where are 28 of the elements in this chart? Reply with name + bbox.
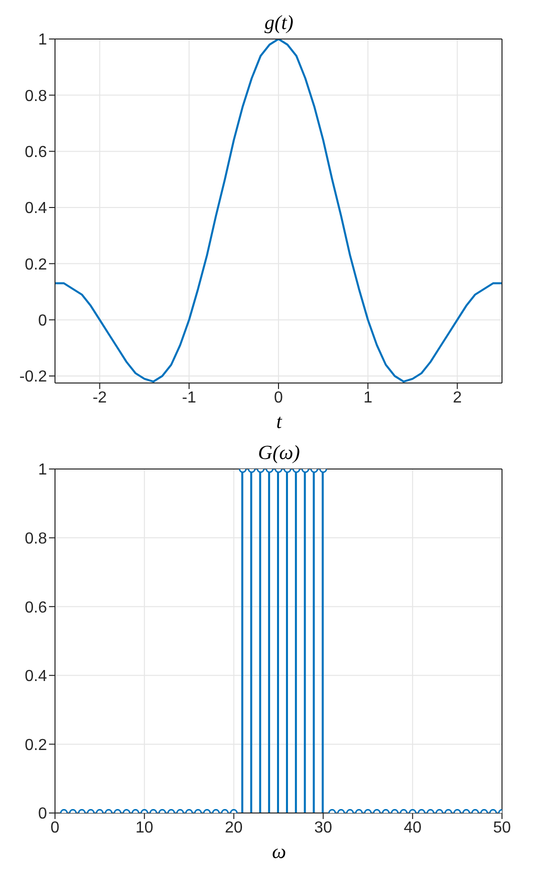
x-tick-label: 30 bbox=[314, 819, 332, 836]
y-tick-label: -0.2 bbox=[19, 368, 48, 386]
x-tick-label: 50 bbox=[493, 819, 511, 836]
x-tick-label: 0 bbox=[274, 389, 284, 406]
y-tick-label: 0 bbox=[38, 806, 48, 823]
y-tick-label: 1 bbox=[38, 462, 48, 479]
x-tick-label: 10 bbox=[136, 819, 154, 836]
y-tick-label: 0.6 bbox=[24, 599, 48, 616]
y-tick-label: 0.2 bbox=[24, 256, 48, 274]
y-tick-label: 0 bbox=[38, 312, 48, 330]
x-tick-label: 40 bbox=[404, 819, 422, 836]
y-tick-label: 1 bbox=[38, 32, 48, 49]
x-tick-label: 1 bbox=[363, 389, 372, 406]
x-axis-title: ω bbox=[270, 841, 288, 864]
x-tick-label: 0 bbox=[50, 819, 60, 836]
x-tick-label: 2 bbox=[452, 389, 462, 406]
y-tick-label: 0.8 bbox=[24, 88, 48, 105]
x-tick-label: 20 bbox=[224, 819, 243, 836]
x-axis-title: t bbox=[275, 411, 284, 434]
y-tick-label: 0.4 bbox=[24, 200, 48, 218]
chart-title: g(t) bbox=[264, 12, 294, 35]
y-tick-label: 0.6 bbox=[24, 144, 48, 162]
y-tick-label: 0.4 bbox=[24, 668, 48, 686]
x-tick-label: -2 bbox=[92, 389, 107, 406]
x-tick-label: -1 bbox=[182, 389, 196, 406]
chart-title: G(ω) bbox=[257, 442, 301, 465]
y-tick-label: 0.8 bbox=[24, 530, 48, 548]
y-tick-label: 0.2 bbox=[24, 736, 48, 754]
